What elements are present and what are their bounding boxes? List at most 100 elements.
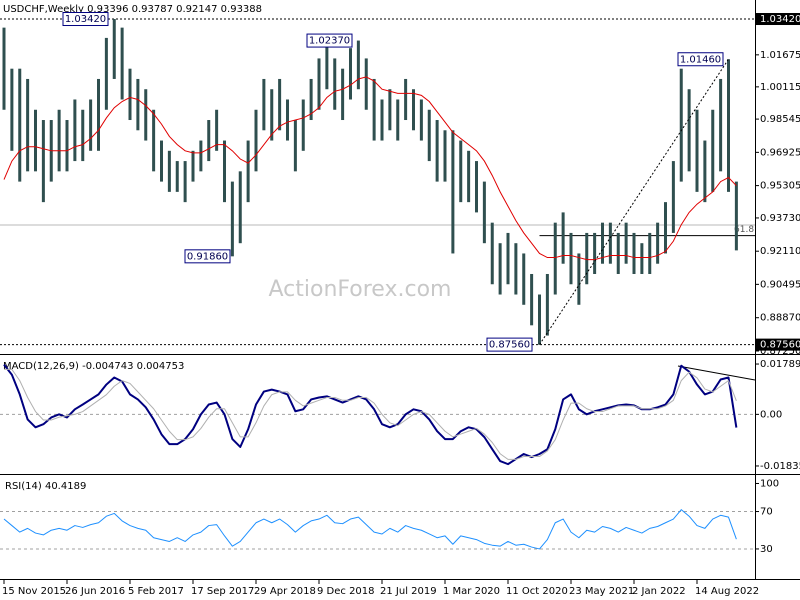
indicator-line [3,363,738,466]
macd-trendline [677,365,756,381]
price-bar [372,78,376,141]
callout-box [486,337,533,352]
y-tick-label: 100 [760,478,779,489]
price-bar [34,109,37,172]
x-tick-label: 17 Sep 2017 [191,586,254,597]
price-bar [81,109,85,162]
price-bar [26,78,30,172]
price-bar [238,171,242,244]
x-tick-label: 1 Mar 2020 [443,586,500,597]
price-bar [671,161,675,233]
y-tick-label: 1.01675 [760,50,800,61]
price-bar [577,253,581,305]
x-tick-label: 15 Nov 2015 [2,586,66,597]
price-bar [506,232,510,285]
price-bar [73,99,77,162]
y-tick-label: 0.00 [760,409,782,420]
price-bar [136,78,140,131]
y-tick-label: 0.95305 [760,181,800,192]
price-bar [656,222,660,264]
trend-line [539,58,729,345]
price-bar [498,243,502,295]
price-bar [412,89,415,131]
x-tick-label: 21 Jul 2019 [380,586,437,597]
callout-box [306,33,353,48]
moving-average [3,76,737,261]
price-bar [624,222,628,264]
price-bar [270,89,274,141]
price-bar [616,232,620,274]
price-bar [349,48,352,100]
price-bar [262,78,266,131]
price-bar [490,222,494,285]
price-bar [160,140,163,182]
price-bar [459,140,463,203]
price-bar [703,140,707,203]
price-bar [435,120,439,182]
price-bar [112,19,116,79]
x-tick-label: 23 May 2021 [569,586,634,597]
macd-title: MACD(12,26,9) -0.004743 0.004753 [3,361,184,372]
price-bar [230,181,234,257]
price-bar [648,232,652,274]
indicator-line [3,509,737,550]
callout-label: 1.02370 [309,36,350,47]
x-tick-label: 26 Jun 2016 [65,586,125,597]
price-bar [215,109,219,151]
fibo-label: 61.8 [734,225,754,235]
price-bar [104,37,108,110]
price-bar [585,232,589,285]
level-label: 0.87560 [760,340,800,351]
price-bar [183,161,187,203]
price-bar [451,130,455,254]
price-bar [632,232,636,274]
price-bar [640,243,644,274]
price-bar [514,243,518,295]
price-bar [246,140,250,203]
callout-box [184,249,231,264]
price-bar [608,222,612,264]
price-bar [152,109,156,172]
price-bar [57,109,61,172]
x-tick-label: 2 Jan 2022 [632,586,686,597]
price-bar [561,212,565,264]
price-bar [522,253,526,305]
price-bar [223,140,226,203]
price-bar [711,109,715,192]
price-bar [333,58,337,110]
price-bar [569,232,573,285]
y-tick-label: 0.92110 [760,246,800,257]
callout-label: 1.03420 [65,14,106,25]
price-bar [601,222,604,264]
price-bar [404,78,408,121]
callout-box [677,52,724,67]
rsi-title: RSI(14) 40.4189 [5,481,86,492]
price-bar [734,181,738,251]
price-bar [679,68,683,182]
price-bar [144,89,148,141]
y-tick-label: 0.93730 [760,213,800,224]
price-bar [325,40,329,90]
price-bar [719,78,723,172]
x-tick-label: 14 Aug 2022 [695,586,759,597]
price-bar [687,89,691,172]
price-bar [128,68,132,121]
price-bar [286,99,289,141]
y-tick-label: 1.00115 [760,82,800,93]
price-bar [467,150,471,203]
price-bar [97,78,100,151]
price-bar [364,58,368,110]
price-bar [427,109,431,162]
price-bar [301,99,305,151]
price-bar [191,150,195,182]
price-bar [553,222,557,295]
price-bar [341,68,345,121]
y-tick-label: 30 [760,544,773,555]
price-bar [419,99,423,141]
price-bar [664,202,667,254]
price-bar [199,140,203,172]
price-bar [175,161,179,192]
